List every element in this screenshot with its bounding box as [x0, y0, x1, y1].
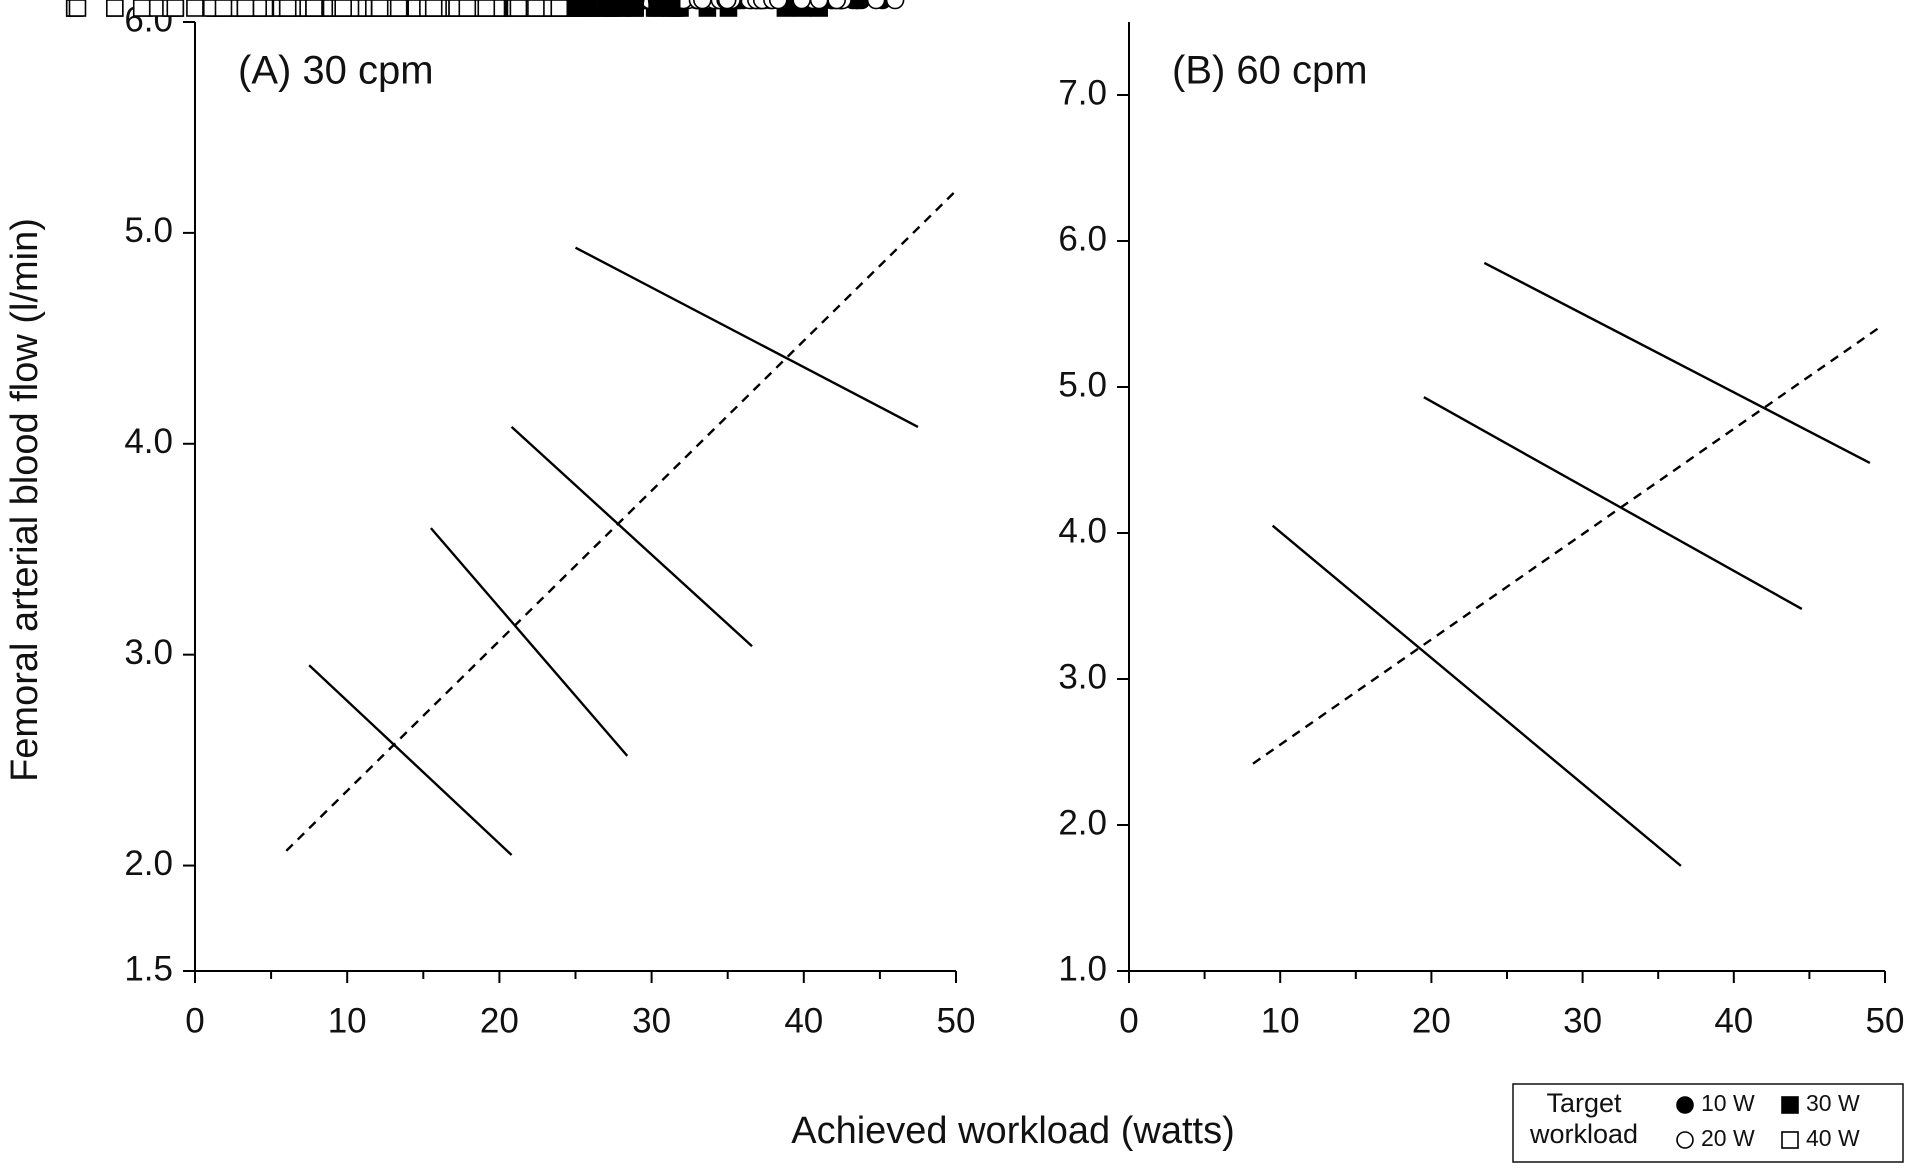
- x-tick-label: 0: [1119, 1001, 1138, 1040]
- x-tick-label: 20: [480, 1001, 519, 1040]
- x-tick-label: 30: [632, 1001, 671, 1040]
- fit-line: [510, 426, 753, 648]
- y-tick-label: 3.0: [124, 633, 173, 672]
- y-tick-label: 7.0: [1058, 73, 1107, 112]
- point: [608, 0, 627, 17]
- legend-marker: [1781, 1096, 1799, 1114]
- legend-marker: [1676, 1096, 1694, 1114]
- x-tick-label: 50: [1866, 1001, 1905, 1040]
- point: [424, 0, 443, 17]
- point: [132, 0, 151, 17]
- point: [579, 0, 598, 17]
- point: [278, 0, 297, 17]
- y-tick-label: 3.0: [1058, 657, 1107, 696]
- point: [477, 0, 496, 17]
- legend-label: 30 W: [1806, 1090, 1860, 1116]
- y-tick-label: 1.0: [1058, 949, 1107, 988]
- fit-line: [430, 527, 629, 757]
- fit-line: [308, 664, 513, 856]
- point: [527, 0, 545, 17]
- point: [186, 0, 204, 17]
- point: [214, 0, 233, 17]
- overall-fit-line: [1252, 324, 1883, 765]
- y-tick-label: 6.0: [1058, 219, 1107, 258]
- legend-box: [1512, 1083, 1904, 1163]
- y-tick-label: 2.0: [124, 844, 173, 883]
- legend-label: 20 W: [1701, 1125, 1755, 1151]
- legend-label: 40 W: [1806, 1125, 1860, 1151]
- point: [370, 0, 389, 17]
- point: [717, 0, 737, 10]
- x-tick-label: 0: [185, 1001, 204, 1040]
- x-tick-label: 50: [937, 1001, 976, 1040]
- point: [768, 0, 788, 10]
- point: [166, 0, 185, 17]
- y-tick-label: 1.5: [124, 949, 173, 988]
- chart-title: (A) 30 cpm: [238, 49, 434, 93]
- x-tick-label: 30: [1563, 1001, 1602, 1040]
- overall-fit-line: [285, 189, 957, 852]
- legend-marker: [1676, 1131, 1694, 1149]
- x-axis-label: Achieved workload (watts): [791, 1110, 1235, 1152]
- x-tick-label: 40: [784, 1001, 823, 1040]
- point: [809, 0, 829, 10]
- point: [550, 0, 569, 17]
- y-tick-label: 4.0: [1058, 511, 1107, 550]
- point: [866, 0, 886, 10]
- point: [105, 0, 124, 17]
- point: [509, 0, 528, 17]
- y-tick-label: 2.0: [1058, 803, 1107, 842]
- x-tick-label: 10: [1261, 1001, 1300, 1040]
- legend-title: Target workload: [1529, 1088, 1639, 1149]
- point: [236, 0, 255, 17]
- point: [626, 0, 645, 17]
- point: [68, 0, 87, 17]
- point: [458, 0, 477, 17]
- point: [693, 0, 712, 10]
- point: [334, 0, 353, 17]
- point: [305, 0, 323, 17]
- y-tick-label: 5.0: [124, 211, 173, 250]
- fit-line: [1271, 524, 1682, 867]
- y-tick-label: 5.0: [1058, 365, 1107, 404]
- point: [648, 0, 666, 17]
- point: [885, 0, 905, 10]
- fit-line: [574, 246, 919, 428]
- fit-line: [1483, 261, 1871, 464]
- y-tick-label: 4.0: [124, 422, 173, 461]
- legend-label: 10 W: [1701, 1090, 1755, 1116]
- y-axis-label: Femoral arterial blood flow (l/min): [4, 218, 46, 782]
- point: [792, 0, 811, 10]
- point: [662, 0, 681, 17]
- x-tick-label: 20: [1412, 1001, 1451, 1040]
- x-tick-label: 40: [1714, 1001, 1753, 1040]
- chart-title: (B) 60 cpm: [1172, 49, 1368, 93]
- point: [827, 0, 846, 10]
- legend-marker: [1781, 1131, 1799, 1149]
- x-tick-label: 10: [328, 1001, 367, 1040]
- point: [389, 0, 408, 17]
- fit-line: [1423, 396, 1803, 610]
